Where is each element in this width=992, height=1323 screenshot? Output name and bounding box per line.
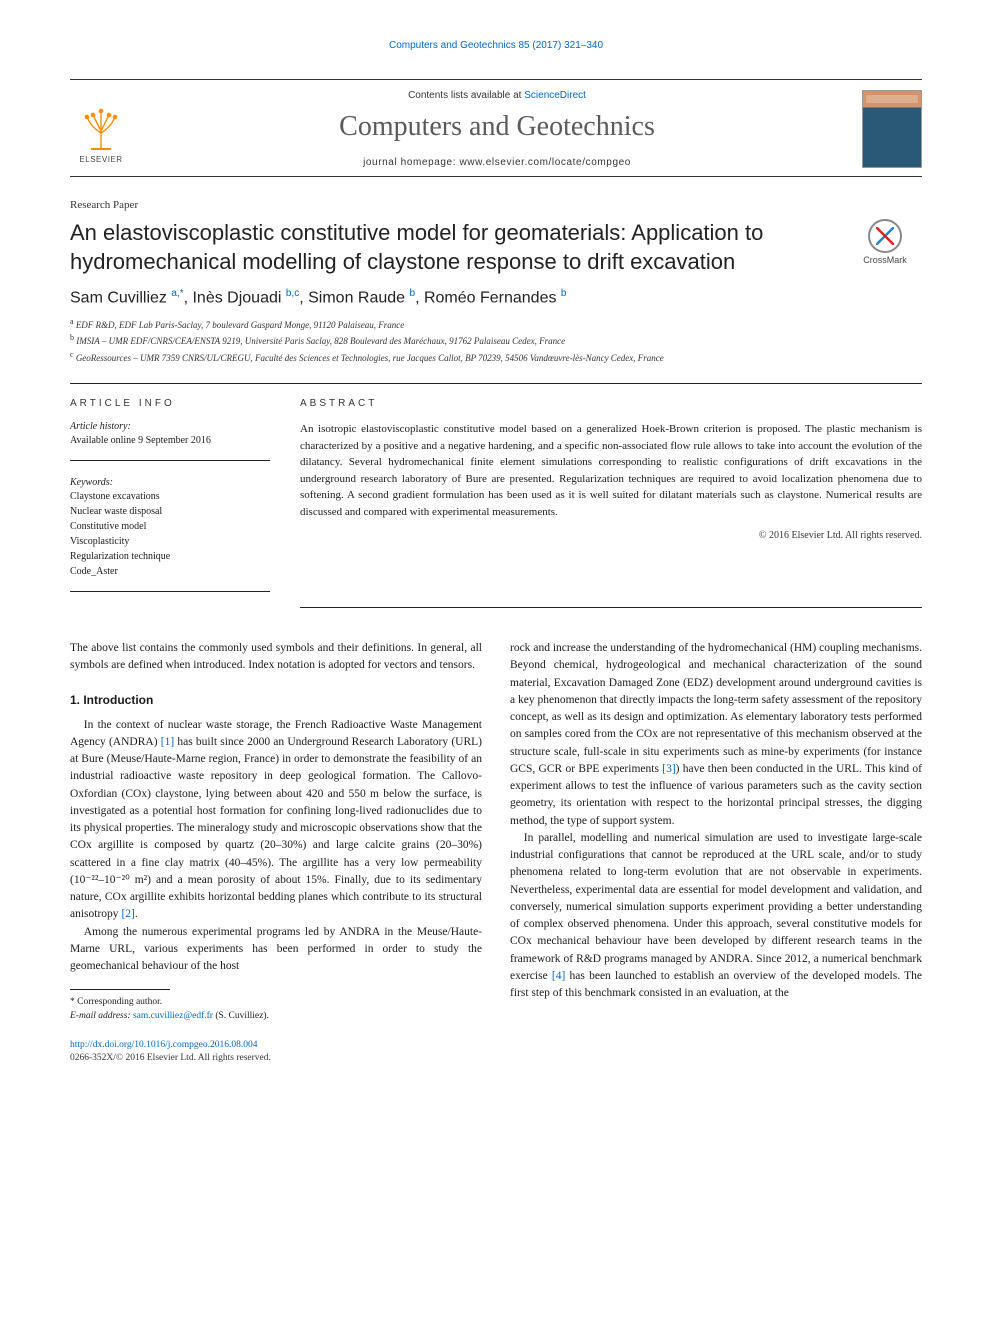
article-history-text: Available online 9 September 2016 <box>70 433 270 448</box>
article-info-column: ARTICLE INFO Article history: Available … <box>70 383 270 608</box>
intro-p1: In the context of nuclear waste storage,… <box>70 717 482 924</box>
sciencedirect-link[interactable]: ScienceDirect <box>524 90 586 101</box>
intro-p3: rock and increase the understanding of t… <box>510 640 922 830</box>
intro-p2: Among the numerous experimental programs… <box>70 924 482 976</box>
journal-cover-thumbnail[interactable] <box>862 90 922 168</box>
elsevier-word: ELSEVIER <box>79 155 122 164</box>
journal-name: Computers and Geotechnics <box>148 111 846 143</box>
contents-prefix: Contents lists available at <box>408 90 524 101</box>
keywords-block: Keywords: Claystone excavationsNuclear w… <box>70 477 270 592</box>
section-1-heading: 1. Introduction <box>70 691 482 709</box>
masthead-center: Contents lists available at ScienceDirec… <box>148 90 846 168</box>
keywords-list: Claystone excavationsNuclear waste dispo… <box>70 489 270 579</box>
info-abstract-row: ARTICLE INFO Article history: Available … <box>70 383 922 608</box>
elsevier-tree-icon <box>77 105 125 153</box>
paper-type: Research Paper <box>70 199 922 211</box>
corresponding-author-note: * Corresponding author. <box>70 996 482 1009</box>
preamble-text: The above list contains the commonly use… <box>70 640 482 675</box>
email-suffix: (S. Cuvilliez). <box>213 1011 269 1021</box>
footnote-separator <box>70 989 170 990</box>
crossmark[interactable]: CrossMark <box>848 219 922 265</box>
keywords-label: Keywords: <box>70 477 270 488</box>
email-line: E-mail address: sam.cuvilliez@edf.fr (S.… <box>70 1010 482 1023</box>
paper-title: An elastoviscoplastic constitutive model… <box>70 219 832 276</box>
crossmark-icon <box>868 219 902 253</box>
homepage-line: journal homepage: www.elsevier.com/locat… <box>148 157 846 168</box>
doi-block: http://dx.doi.org/10.1016/j.compgeo.2016… <box>70 1039 922 1066</box>
title-row: An elastoviscoplastic constitutive model… <box>70 219 922 276</box>
abstract-column: ABSTRACT An isotropic elastoviscoplastic… <box>300 383 922 608</box>
doi-link[interactable]: http://dx.doi.org/10.1016/j.compgeo.2016… <box>70 1040 257 1050</box>
body-columns: The above list contains the commonly use… <box>70 640 922 1023</box>
corresponding-email[interactable]: sam.cuvilliez@edf.fr <box>133 1011 213 1021</box>
abstract-heading: ABSTRACT <box>300 398 922 409</box>
homepage-prefix: journal homepage: <box>363 157 459 168</box>
abstract-text: An isotropic elastoviscoplastic constitu… <box>300 421 922 520</box>
running-header: Computers and Geotechnics 85 (2017) 321–… <box>70 40 922 51</box>
masthead: ELSEVIER Contents lists available at Sci… <box>70 79 922 177</box>
homepage-url[interactable]: www.elsevier.com/locate/compgeo <box>459 157 630 168</box>
footnotes: * Corresponding author. E-mail address: … <box>70 996 482 1023</box>
crossmark-label: CrossMark <box>863 255 907 265</box>
article-history-label: Article history: <box>70 421 270 432</box>
abstract-copyright: © 2016 Elsevier Ltd. All rights reserved… <box>300 530 922 541</box>
email-label: E-mail address: <box>70 1011 133 1021</box>
affiliations: a EDF R&D, EDF Lab Paris-Saclay, 7 boule… <box>70 316 922 366</box>
article-history-block: Article history: Available online 9 Sept… <box>70 421 270 461</box>
contents-line: Contents lists available at ScienceDirec… <box>148 90 846 101</box>
authors: Sam Cuvilliez a,*, Inès Djouadi b,c, Sim… <box>70 288 922 307</box>
issn-copyright: 0266-352X/© 2016 Elsevier Ltd. All right… <box>70 1053 271 1063</box>
article-info-heading: ARTICLE INFO <box>70 398 270 409</box>
intro-p4: In parallel, modelling and numerical sim… <box>510 830 922 1003</box>
elsevier-logo[interactable]: ELSEVIER <box>70 94 132 164</box>
running-header-citation[interactable]: Computers and Geotechnics 85 (2017) 321–… <box>389 40 603 51</box>
